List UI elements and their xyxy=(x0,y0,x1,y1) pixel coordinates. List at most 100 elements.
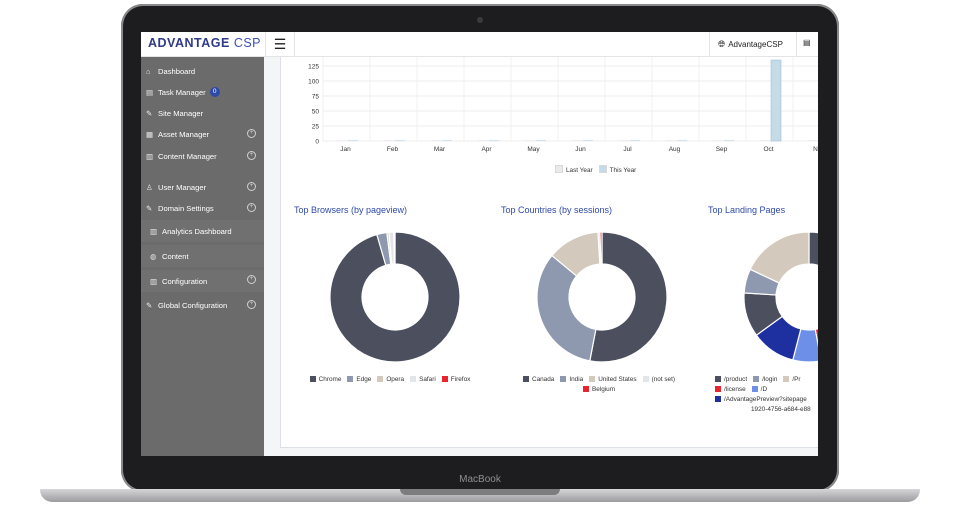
sidebar-item-site-manager[interactable]: ✎ Site Manager xyxy=(141,103,264,123)
expand-icon[interactable]: + xyxy=(247,182,256,191)
legend-item[interactable]: United States xyxy=(589,375,637,385)
legend-row: /license/D xyxy=(715,385,818,395)
legend-swatch xyxy=(715,396,721,402)
legend-label: Chrome xyxy=(318,376,342,383)
bar[interactable] xyxy=(807,140,817,141)
bar[interactable] xyxy=(770,59,782,142)
legend-item[interactable]: /D xyxy=(751,386,768,393)
legend-item[interactable]: Opera xyxy=(377,375,404,385)
bar[interactable] xyxy=(348,140,358,141)
bar[interactable] xyxy=(431,140,441,141)
bar[interactable] xyxy=(619,140,629,141)
bar[interactable] xyxy=(760,140,770,141)
sidebar-item-global-configuration[interactable]: ✎ Global Configuration + xyxy=(141,295,264,315)
sidebar-item-task-manager[interactable]: ▤ Task Manager 0 xyxy=(141,82,264,102)
bar[interactable] xyxy=(395,140,405,141)
tasks-icon: ▤ xyxy=(146,87,154,97)
donut-slice[interactable] xyxy=(599,231,603,265)
bar[interactable] xyxy=(677,140,687,141)
donut-slice[interactable] xyxy=(589,231,668,363)
sidebar-item-label: Content xyxy=(162,251,189,261)
bar[interactable] xyxy=(630,140,640,141)
legend-item[interactable]: /license xyxy=(715,386,746,393)
legend-item[interactable]: Safari xyxy=(410,375,436,385)
legend-item[interactable]: /login xyxy=(753,376,777,383)
sidebar-item-domain-settings[interactable]: ✎ Domain Settings + xyxy=(141,198,264,218)
legend-item[interactable]: Last Year xyxy=(555,165,593,174)
legend-item[interactable]: India xyxy=(560,375,583,385)
legend-item[interactable]: /AdvantagePreview?sitepage xyxy=(715,396,807,403)
legend-item[interactable]: /product xyxy=(715,376,747,383)
legend-swatch xyxy=(441,376,448,382)
bar[interactable] xyxy=(713,140,723,141)
bar[interactable] xyxy=(442,140,452,141)
bar[interactable] xyxy=(583,140,593,141)
legend-label: /D xyxy=(760,386,768,393)
sidebar-item-analytics-dashboard[interactable]: ▥ Analytics Dashboard xyxy=(141,220,264,242)
y-tick-label: 100 xyxy=(308,79,319,86)
message-icon[interactable]: ▤ xyxy=(803,38,811,47)
bar[interactable] xyxy=(724,140,734,141)
sidebar-item-content[interactable]: ◍ Content xyxy=(141,245,264,267)
monthly-bar-chart: 0 25 50 75 100 125 Jan Feb Mar Apr May Jun Jul Aug Sep… xyxy=(308,57,818,153)
donut-slice[interactable] xyxy=(808,231,818,266)
legend-item[interactable]: Canada xyxy=(522,375,554,385)
pencil-icon: ✎ xyxy=(146,203,153,213)
menu-toggle-button[interactable]: ☰ xyxy=(265,32,295,56)
donut-slice[interactable] xyxy=(393,231,396,265)
sidebar-item-user-manager[interactable]: ♙ User Manager + xyxy=(141,177,264,197)
donut-slice[interactable] xyxy=(536,254,597,362)
donut-slice[interactable] xyxy=(749,231,810,284)
legend-item[interactable]: This Year xyxy=(598,165,637,174)
legend-label: Safari xyxy=(419,376,436,383)
expand-icon[interactable]: + xyxy=(247,275,256,284)
bar[interactable] xyxy=(384,140,394,141)
landing-pages-chart-title: Top Landing Pages xyxy=(708,205,786,215)
bar[interactable] xyxy=(666,140,676,141)
legend-swatch xyxy=(783,376,790,382)
sidebar-item-configuration[interactable]: ▥ Configuration + xyxy=(141,270,264,292)
sidebar-item-asset-manager[interactable]: ▦ Asset Manager + xyxy=(141,124,264,144)
database-icon: ▥ xyxy=(146,151,154,161)
x-tick-label: Mar xyxy=(434,146,446,153)
legend-swatch xyxy=(642,376,649,382)
bar[interactable] xyxy=(536,140,546,141)
sidebar-item-dashboard[interactable]: ⌂ Dashboard xyxy=(141,61,264,81)
legend-item[interactable]: /Pr xyxy=(783,376,801,383)
site-selector[interactable]: 🌐︎ AdvantageCSP xyxy=(709,32,797,56)
legend-swatch xyxy=(582,386,589,392)
expand-icon[interactable]: + xyxy=(247,300,256,309)
legend-swatch xyxy=(522,376,529,382)
donut-slice[interactable] xyxy=(329,231,461,363)
legend-label: Opera xyxy=(386,376,405,383)
database-icon: ▥ xyxy=(150,276,158,286)
legend-item[interactable]: 1920-4756-a684-e88 xyxy=(715,406,811,413)
legend-item[interactable]: Belgium xyxy=(582,385,615,395)
grid-icon: ▦ xyxy=(146,129,154,139)
bar[interactable] xyxy=(489,140,499,141)
legend-label: United States xyxy=(598,376,637,383)
bar[interactable] xyxy=(478,140,488,141)
legend-swatch xyxy=(347,376,354,382)
legend-item[interactable]: (not set) xyxy=(642,375,675,385)
legend-item[interactable]: Firefox xyxy=(441,375,470,385)
expand-icon[interactable]: + xyxy=(247,151,256,160)
app-logo[interactable]: ADVANTAGE CSP xyxy=(148,36,261,50)
legend-label: This Year xyxy=(609,167,637,174)
laptop-base xyxy=(40,489,920,502)
x-tick-label: Feb xyxy=(387,146,399,153)
countries-donut-chart xyxy=(536,231,668,363)
legend-item[interactable]: Chrome xyxy=(309,375,342,385)
y-tick-label: 25 xyxy=(312,124,320,131)
expand-icon[interactable]: + xyxy=(247,203,256,212)
bar[interactable] xyxy=(337,140,347,141)
legend-item[interactable]: Edge xyxy=(347,375,371,385)
legend-label: 1920-4756-a684-e88 xyxy=(751,406,811,413)
bar[interactable] xyxy=(572,140,582,141)
legend-row: 1920-4756-a684-e88 xyxy=(715,405,818,415)
bar[interactable] xyxy=(525,140,535,141)
legend-swatch xyxy=(560,376,567,382)
sidebar-item-content-manager[interactable]: ▥ Content Manager + xyxy=(141,146,264,166)
x-tick-label: Jul xyxy=(623,146,632,153)
expand-icon[interactable]: + xyxy=(247,129,256,138)
